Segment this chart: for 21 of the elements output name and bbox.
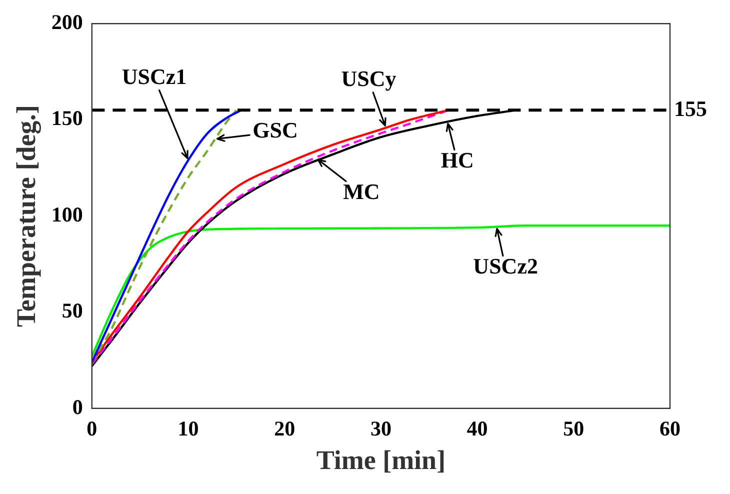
annotation: USCy bbox=[341, 66, 396, 92]
x-tick-label: 10 bbox=[178, 416, 199, 440]
x-tick-label: 40 bbox=[466, 416, 488, 440]
annotation: HC bbox=[440, 147, 474, 172]
x-tick-label: 60 bbox=[660, 416, 680, 440]
ref-line-label: 155 bbox=[674, 96, 707, 121]
y-axis-title: Temperature [deg.] bbox=[11, 105, 42, 327]
annotation: GSC bbox=[252, 118, 298, 143]
y-tick-label: 200 bbox=[51, 10, 83, 34]
annotation: MC bbox=[343, 178, 380, 204]
annotation: USCz2 bbox=[473, 253, 538, 278]
y-tick-label: 150 bbox=[51, 106, 83, 130]
x-tick-label: 50 bbox=[563, 416, 584, 440]
line-series bbox=[92, 224, 670, 358]
x-axis-title: Time [min] bbox=[316, 444, 446, 475]
annotation: USCz1 bbox=[122, 64, 187, 89]
y-tick-label: 50 bbox=[62, 298, 83, 323]
y-tick-label: 0 bbox=[72, 394, 83, 419]
x-tick-label: 30 bbox=[370, 416, 392, 440]
x-tick-label: 20 bbox=[274, 416, 296, 440]
y-tick-label: 100 bbox=[51, 202, 83, 226]
